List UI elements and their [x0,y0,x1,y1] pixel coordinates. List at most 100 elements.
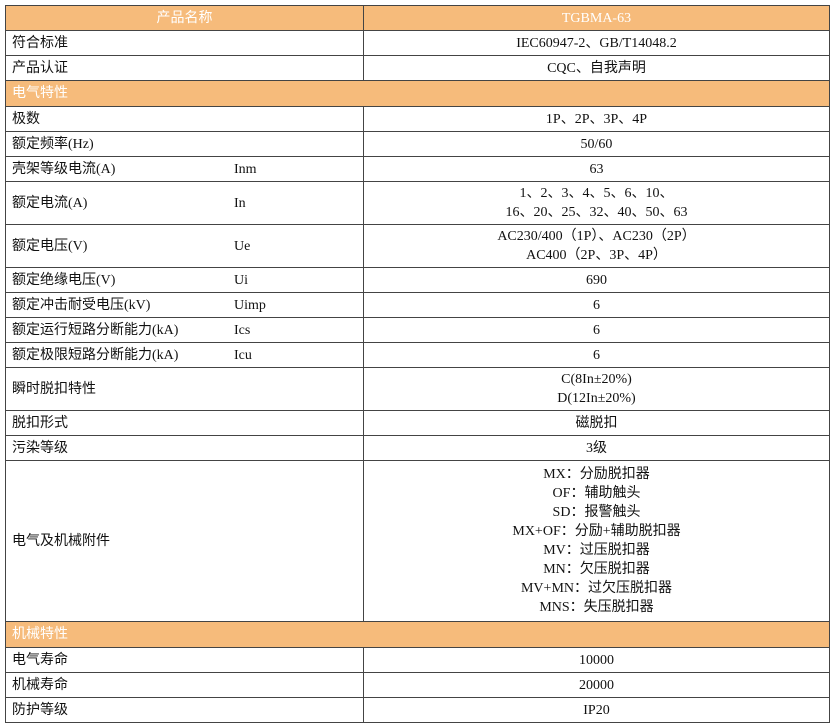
spec-value-cell: 50/60 [363,131,830,157]
table-row: 防护等级 IP20 [5,697,830,723]
spec-label-cell: 脱扣形式 [5,410,364,436]
spec-value-line: 63 [589,161,604,177]
spec-value-cell: 10000 [363,647,830,673]
spec-value-line: MX：分励脱扣器 [543,467,650,482]
table-row: 额定极限短路分断能力(kA) Icu 6 [5,342,830,368]
spec-label-cell: 产品认证 [5,55,364,81]
spec-value-cell: 1P、2P、3P、4P [363,106,830,132]
spec-value-cell: 6 [363,342,830,368]
spec-value-line: 磁脱扣 [575,415,618,431]
spec-label: 产品认证 [12,60,68,76]
spec-label-cell: 污染等级 [5,435,364,461]
spec-label: 脱扣形式 [12,415,68,431]
section-title: 电气特性 [5,80,830,107]
spec-value-line: 6 [593,347,600,363]
spec-label: 瞬时脱扣特性 [12,381,96,397]
spec-value-line: IEC60947-2、GB/T14048.2 [516,35,677,51]
section-title: 机械特性 [5,621,830,648]
spec-symbol: Ui [234,272,248,288]
spec-value-line: 3级 [586,440,607,456]
spec-value-line: OF：辅助触头 [552,486,641,501]
table-row: 额定频率(Hz) 50/60 [5,131,830,157]
spec-value-cell: IEC60947-2、GB/T14048.2 [363,30,830,56]
spec-value-line: 1、2、3、4、5、6、10、 [519,186,674,201]
spec-label: 机械寿命 [12,677,68,693]
spec-label-cell: 额定频率(Hz) [5,131,364,157]
spec-label-cell: 极数 [5,106,364,132]
spec-value-cell: 1、2、3、4、5、6、10、 16、20、25、32、40、50、63 [363,181,830,225]
spec-value-line: SD：报警触头 [552,505,641,520]
spec-label: 防护等级 [12,702,68,718]
spec-value-line: 6 [593,322,600,338]
section-mechanical: 机械特性 [5,621,830,648]
table-row: 机械寿命 20000 [5,672,830,698]
spec-value-line: CQC、自我声明 [547,60,646,76]
spec-label-cell: 额定运行短路分断能力(kA) Ics [5,317,364,343]
spec-label: 电气及机械附件 [12,533,110,549]
spec-symbol: Ue [234,238,251,254]
spec-label-cell: 额定电流(A) In [5,181,364,225]
spec-label: 额定电压(V) [12,238,88,254]
table-row: 污染等级 3级 [5,435,830,461]
spec-value-cell: 3级 [363,435,830,461]
table-row: 额定运行短路分断能力(kA) Ics 6 [5,317,830,343]
spec-symbol: Icu [234,347,252,363]
table-row: 电气寿命 10000 [5,647,830,673]
header-model: TGBMA-63 [363,5,830,31]
spec-label-cell: 额定绝缘电压(V) Ui [5,267,364,293]
spec-value-line: 16、20、25、32、40、50、63 [505,205,688,220]
spec-symbol: Ics [234,322,251,338]
spec-value-cell: MX：分励脱扣器 OF：辅助触头 SD：报警触头 MX+OF：分励+辅助脱扣器 MV：过… [363,460,830,622]
table-row: 瞬时脱扣特性 C(8In±20%) D(12In±20%) [5,367,830,411]
spec-value-line: IP20 [583,702,610,718]
spec-label-cell: 额定电压(V) Ue [5,224,364,268]
spec-value-cell: 63 [363,156,830,182]
spec-label-cell: 额定冲击耐受电压(kV) Uimp [5,292,364,318]
spec-value-cell: AC230/400（1P）、AC230（2P） AC400（2P、3P、4P） [363,224,830,268]
spec-value-line: MV+MN：过欠压脱扣器 [520,581,672,596]
spec-value-line: 20000 [579,677,614,693]
table-row: 脱扣形式 磁脱扣 [5,410,830,436]
table-row: 产品认证 CQC、自我声明 [5,55,830,81]
spec-label: 符合标准 [12,35,68,51]
spec-value-line: C(8In±20%) [561,372,632,387]
spec-value-line: 50/60 [580,136,613,152]
spec-value-cell: IP20 [363,697,830,723]
header-name-label: 产品名称 [5,5,364,31]
spec-table: 产品名称 TGBMA-63 符合标准 IEC60947-2、GB/T14048.2 产品… [5,5,830,723]
table-row: 符合标准 IEC60947-2、GB/T14048.2 [5,30,830,56]
spec-label: 额定频率(Hz) [12,136,94,152]
spec-label: 额定运行短路分断能力(kA) [12,322,179,338]
spec-label: 额定绝缘电压(V) [12,272,116,288]
spec-value-cell: 磁脱扣 [363,410,830,436]
spec-value-line: 6 [593,297,600,313]
spec-symbol: In [234,195,246,211]
spec-value-cell: 6 [363,317,830,343]
spec-value-line: MX+OF：分励+辅助脱扣器 [512,524,681,539]
spec-label-cell: 额定极限短路分断能力(kA) Icu [5,342,364,368]
spec-value-line: MN：欠压脱扣器 [543,562,650,577]
spec-label-cell: 符合标准 [5,30,364,56]
spec-label-cell: 电气及机械附件 [5,460,364,622]
spec-value-line: AC230/400（1P）、AC230（2P） [497,229,696,244]
table-row: 电气及机械附件 MX：分励脱扣器 OF：辅助触头 SD：报警触头 MX+OF：分励+辅助… [5,460,830,622]
spec-label-cell: 机械寿命 [5,672,364,698]
spec-value-line: 690 [586,272,607,288]
spec-label-cell: 电气寿命 [5,647,364,673]
spec-value-line: 1P、2P、3P、4P [545,111,648,127]
spec-value-cell: 20000 [363,672,830,698]
table-row: 额定电流(A) In 1、2、3、4、5、6、10、 16、20、25、32、40、5… [5,181,830,225]
spec-value-line: MNS：失压脱扣器 [539,600,654,615]
table-row: 极数 1P、2P、3P、4P [5,106,830,132]
table-row: 额定绝缘电压(V) Ui 690 [5,267,830,293]
spec-label: 电气寿命 [12,652,68,668]
table-header-row: 产品名称 TGBMA-63 [5,5,830,31]
spec-label-cell: 壳架等级电流(A) Inm [5,156,364,182]
spec-label: 污染等级 [12,440,68,456]
spec-label: 额定冲击耐受电压(kV) [12,297,151,313]
table-row: 壳架等级电流(A) Inm 63 [5,156,830,182]
spec-label: 极数 [12,111,40,127]
section-electrical: 电气特性 [5,80,830,107]
spec-value-line: D(12In±20%) [557,391,636,406]
spec-value-line: 10000 [579,652,614,668]
